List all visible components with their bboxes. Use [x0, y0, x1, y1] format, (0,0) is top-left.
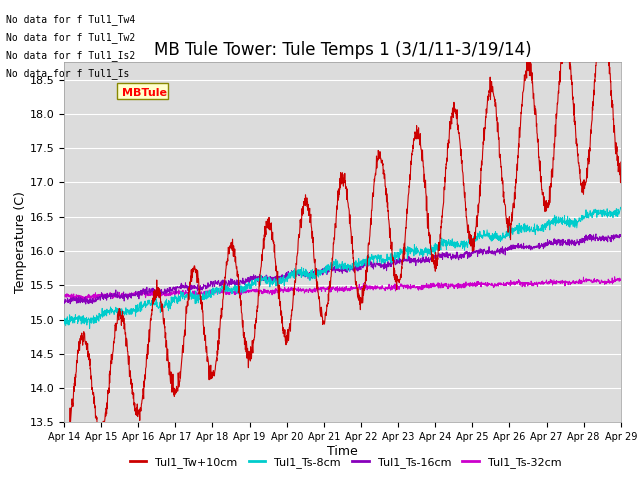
Text: MBTule: MBTule	[122, 88, 166, 98]
Text: No data for f Tul1_Is: No data for f Tul1_Is	[6, 68, 130, 79]
X-axis label: Time: Time	[327, 445, 358, 458]
Y-axis label: Temperature (C): Temperature (C)	[13, 192, 27, 293]
Text: No data for f Tul1_Tw4: No data for f Tul1_Tw4	[6, 13, 136, 24]
Text: No data for f Tul1_Tw2: No data for f Tul1_Tw2	[6, 32, 136, 43]
Title: MB Tule Tower: Tule Temps 1 (3/1/11-3/19/14): MB Tule Tower: Tule Temps 1 (3/1/11-3/19…	[154, 41, 531, 60]
Legend: Tul1_Tw+10cm, Tul1_Ts-8cm, Tul1_Ts-16cm, Tul1_Ts-32cm: Tul1_Tw+10cm, Tul1_Ts-8cm, Tul1_Ts-16cm,…	[125, 452, 566, 472]
Text: No data for f Tul1_Is2: No data for f Tul1_Is2	[6, 50, 136, 61]
